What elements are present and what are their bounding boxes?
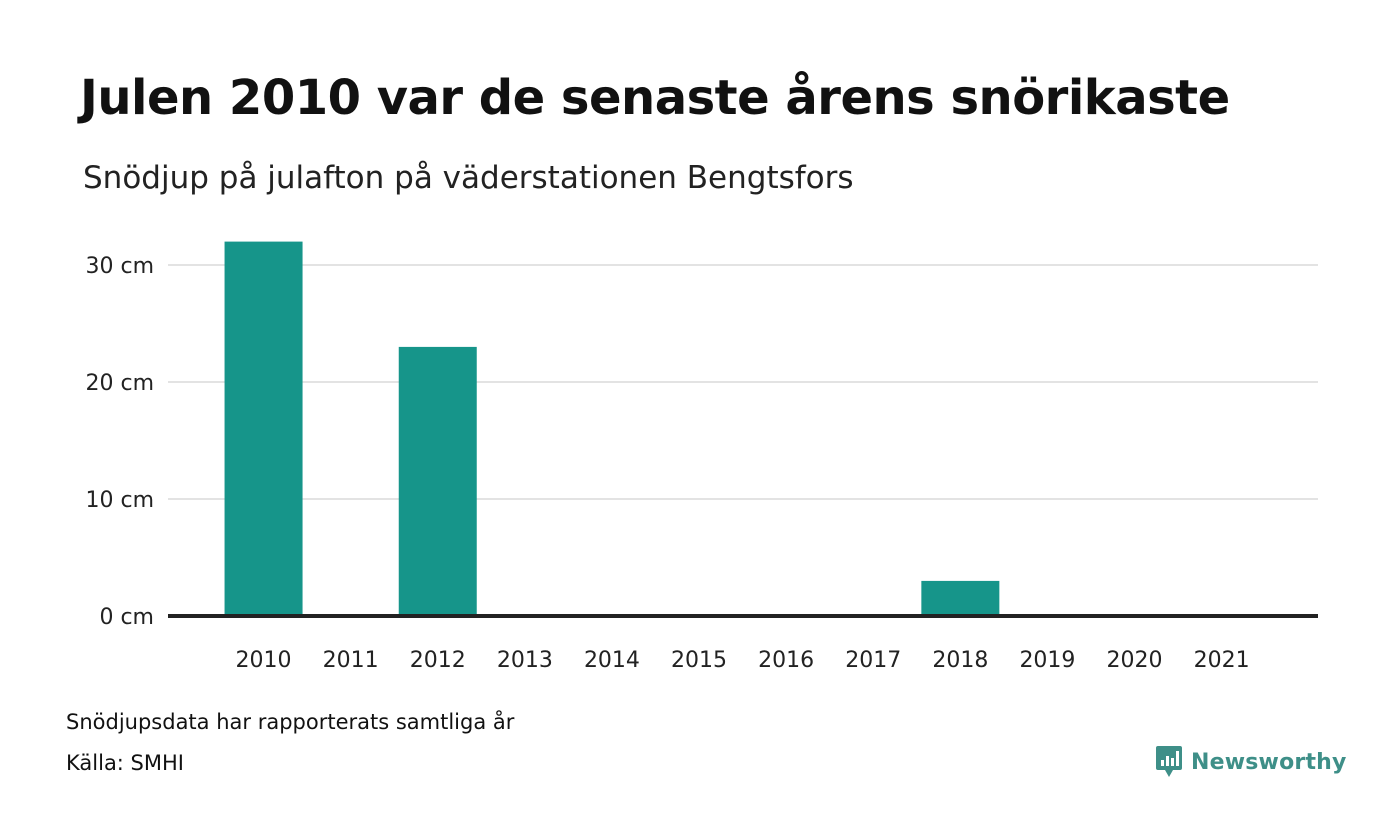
chart-title: Julen 2010 var de senaste årens snörikas…: [80, 70, 1230, 126]
x-tick-label: 2017: [845, 648, 901, 673]
y-tick-label: 30 cm: [85, 254, 154, 279]
y-tick-label: 20 cm: [85, 371, 154, 396]
y-tick-label: 0 cm: [99, 605, 154, 630]
newsworthy-brand: Newsworthy: [1155, 744, 1347, 780]
source-note: Källa: SMHI: [66, 751, 184, 775]
x-tick-label: 2010: [236, 648, 292, 673]
newsworthy-logo-icon: [1156, 746, 1182, 777]
footnote: Snödjupsdata har rapporterats samtliga å…: [66, 710, 515, 734]
y-tick-label: 10 cm: [85, 488, 154, 513]
bar-chart: 0 cm 10 cm 20 cm 30 cm 2010 2011 2012 2013 2014 2…: [85, 241, 1318, 673]
x-tick-label: 2016: [758, 648, 814, 673]
bar-2010: [224, 241, 303, 616]
brand-name: Newsworthy: [1191, 749, 1347, 775]
chart-subtitle: Snödjup på julafton på väderstationen Be…: [83, 160, 854, 196]
x-tick-label: 2021: [1194, 648, 1250, 673]
x-tick-label: 2020: [1107, 648, 1163, 673]
x-tick-label: 2019: [1019, 648, 1075, 673]
x-tick-label: 2012: [410, 648, 466, 673]
bar-2012: [398, 346, 477, 616]
x-tick-label: 2018: [932, 648, 988, 673]
x-tick-label: 2015: [671, 648, 727, 673]
x-tick-label: 2014: [584, 648, 640, 673]
bar-2018: [921, 580, 1000, 616]
x-tick-label: 2011: [323, 648, 379, 673]
x-tick-label: 2013: [497, 648, 553, 673]
